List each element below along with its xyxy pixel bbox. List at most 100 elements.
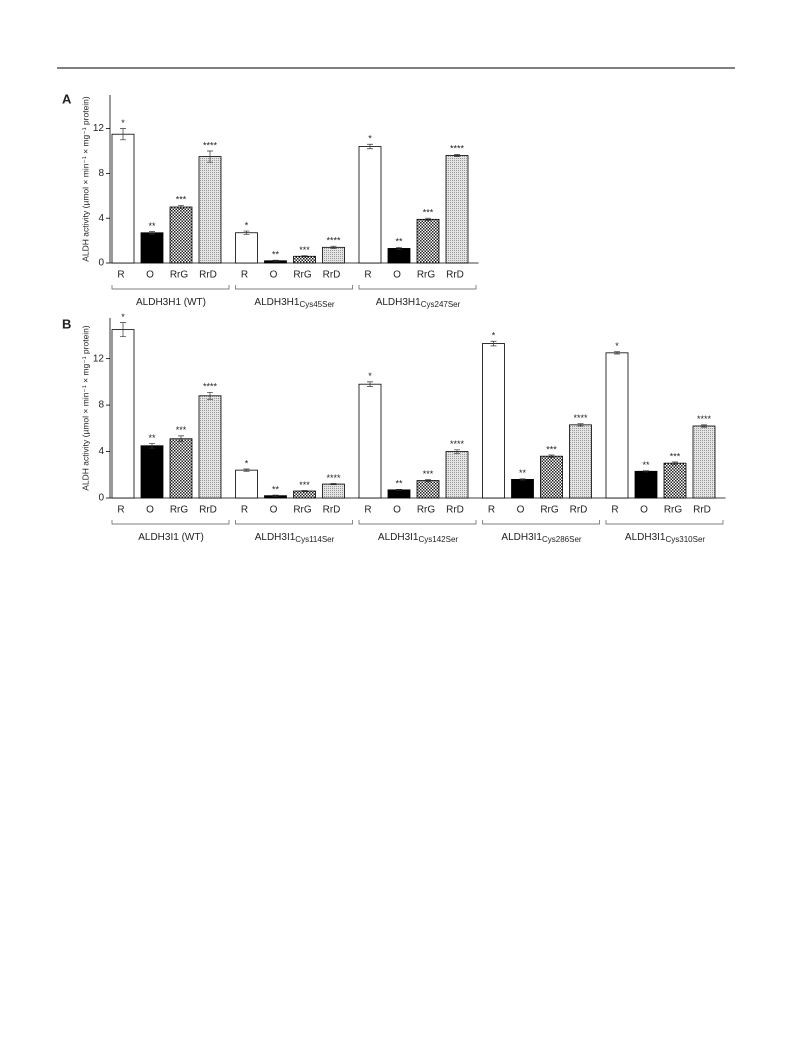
x-tick-label: RrD: [446, 270, 464, 281]
error-bar: [243, 468, 250, 472]
significance-mark: ***: [423, 469, 434, 479]
bar: [358, 383, 382, 499]
error-bar: [301, 255, 308, 258]
x-tick-label: O: [393, 505, 401, 516]
significance-mark: *: [368, 134, 372, 144]
bar: [358, 146, 382, 264]
significance-mark: ****: [450, 144, 465, 154]
bar: [482, 343, 505, 499]
bar: [445, 155, 469, 264]
group-label-sub: Cys286Ser: [542, 535, 582, 544]
x-tick-label: RrD: [199, 270, 217, 281]
significance-mark: ****: [573, 413, 588, 423]
bar: [569, 424, 592, 499]
error-bar: [396, 246, 402, 250]
group-label-sub: Cys310Ser: [666, 535, 706, 544]
bar: [322, 483, 345, 499]
x-tick-label: RrD: [323, 505, 341, 516]
y-tick-label: 8: [98, 400, 104, 411]
x-tick-label: RrD: [446, 505, 464, 516]
significance-mark: **: [148, 433, 156, 443]
error-bar: [367, 143, 373, 150]
bar: [445, 451, 469, 499]
bar: [634, 470, 658, 499]
bar: [140, 232, 164, 264]
x-tick-label: RrG: [417, 270, 436, 281]
group-label: ALDH3I1Cys142Ser: [378, 532, 458, 544]
x-tick-label: R: [488, 505, 495, 516]
group-label-sub: Cys142Ser: [419, 535, 459, 544]
significance-mark: *: [121, 312, 125, 322]
bar: [387, 248, 411, 264]
group-label-main: ALDH3H1 (WT): [136, 297, 206, 308]
group-label-main: ALDH3I1: [501, 532, 542, 543]
group-label-sub: Cys45Ser: [299, 300, 334, 309]
significance-mark: **: [148, 221, 156, 231]
significance-mark: **: [395, 237, 403, 247]
group-bracket: [482, 520, 600, 525]
x-tick-label: R: [611, 505, 618, 516]
group-label: ALDH3I1Cys114Ser: [255, 532, 335, 544]
x-tick-label: O: [146, 270, 154, 281]
panel-label: B: [62, 316, 71, 331]
significance-mark: *: [245, 458, 249, 468]
significance-mark: ***: [546, 444, 557, 454]
significance-mark: ****: [203, 382, 218, 392]
x-tick-label: RrG: [540, 505, 559, 516]
error-bar: [149, 443, 155, 449]
bar: [692, 425, 716, 499]
significance-mark: **: [642, 460, 650, 470]
group-label-sub: Cys114Ser: [295, 535, 334, 544]
group-label-main: ALDH3I1: [378, 532, 419, 543]
significance-mark: ***: [176, 425, 187, 435]
significance-mark: ****: [450, 439, 465, 449]
x-tick-label: RrD: [570, 505, 588, 516]
x-tick-label: R: [241, 505, 248, 516]
bar: [169, 206, 193, 264]
significance-mark: **: [272, 250, 280, 260]
x-tick-label: O: [517, 505, 525, 516]
x-tick-label: O: [146, 505, 154, 516]
error-bar: [207, 150, 213, 163]
error-bar: [425, 217, 431, 221]
group-bracket: [111, 285, 230, 290]
group-label: ALDH3I1Cys286Ser: [501, 532, 581, 544]
x-tick-label: RrG: [170, 270, 189, 281]
bar: [198, 395, 222, 499]
error-bar: [272, 259, 279, 262]
bar: [540, 455, 563, 499]
x-tick-label: RrD: [693, 505, 711, 516]
x-tick-label: R: [117, 505, 124, 516]
x-tick-label: RrG: [293, 270, 312, 281]
group-label-sub: Cys247Ser: [421, 300, 461, 309]
error-bar: [454, 154, 460, 157]
error-bar: [577, 423, 584, 427]
error-bar: [672, 461, 678, 465]
y-tick-label: 0: [98, 258, 104, 269]
group-bracket: [358, 520, 477, 525]
x-tick-label: O: [640, 505, 648, 516]
significance-mark: *: [245, 220, 249, 230]
x-tick-label: RrG: [417, 505, 436, 516]
significance-mark: ***: [670, 451, 681, 461]
error-bar: [301, 490, 308, 492]
error-bar: [120, 128, 126, 141]
error-bar: [643, 470, 649, 473]
error-bar: [367, 381, 373, 387]
error-bar: [425, 479, 431, 483]
y-tick-label: 4: [98, 446, 104, 457]
x-tick-label: RrD: [323, 270, 341, 281]
error-bar: [701, 424, 707, 428]
group-label-main: ALDH3I1: [625, 532, 666, 543]
significance-mark: **: [272, 484, 280, 494]
x-tick-label: RrG: [664, 505, 683, 516]
bar: [235, 232, 258, 264]
significance-mark: ***: [176, 195, 187, 205]
error-bar: [120, 322, 126, 337]
bar: [235, 469, 258, 499]
x-tick-label: O: [270, 270, 278, 281]
x-tick-label: R: [364, 505, 371, 516]
bar: [322, 246, 345, 264]
group-bracket: [235, 285, 353, 290]
